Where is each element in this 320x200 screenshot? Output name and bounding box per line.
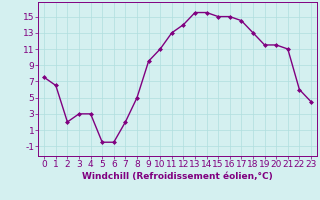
- X-axis label: Windchill (Refroidissement éolien,°C): Windchill (Refroidissement éolien,°C): [82, 172, 273, 181]
